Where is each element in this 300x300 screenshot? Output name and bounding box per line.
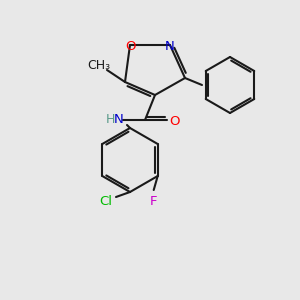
Text: N: N xyxy=(114,113,124,126)
Text: CH₃: CH₃ xyxy=(87,59,111,72)
Text: H: H xyxy=(105,113,115,126)
Text: N: N xyxy=(165,40,175,53)
Text: O: O xyxy=(170,115,180,128)
Text: F: F xyxy=(150,195,158,208)
Text: Cl: Cl xyxy=(100,195,112,208)
Text: O: O xyxy=(125,40,135,53)
